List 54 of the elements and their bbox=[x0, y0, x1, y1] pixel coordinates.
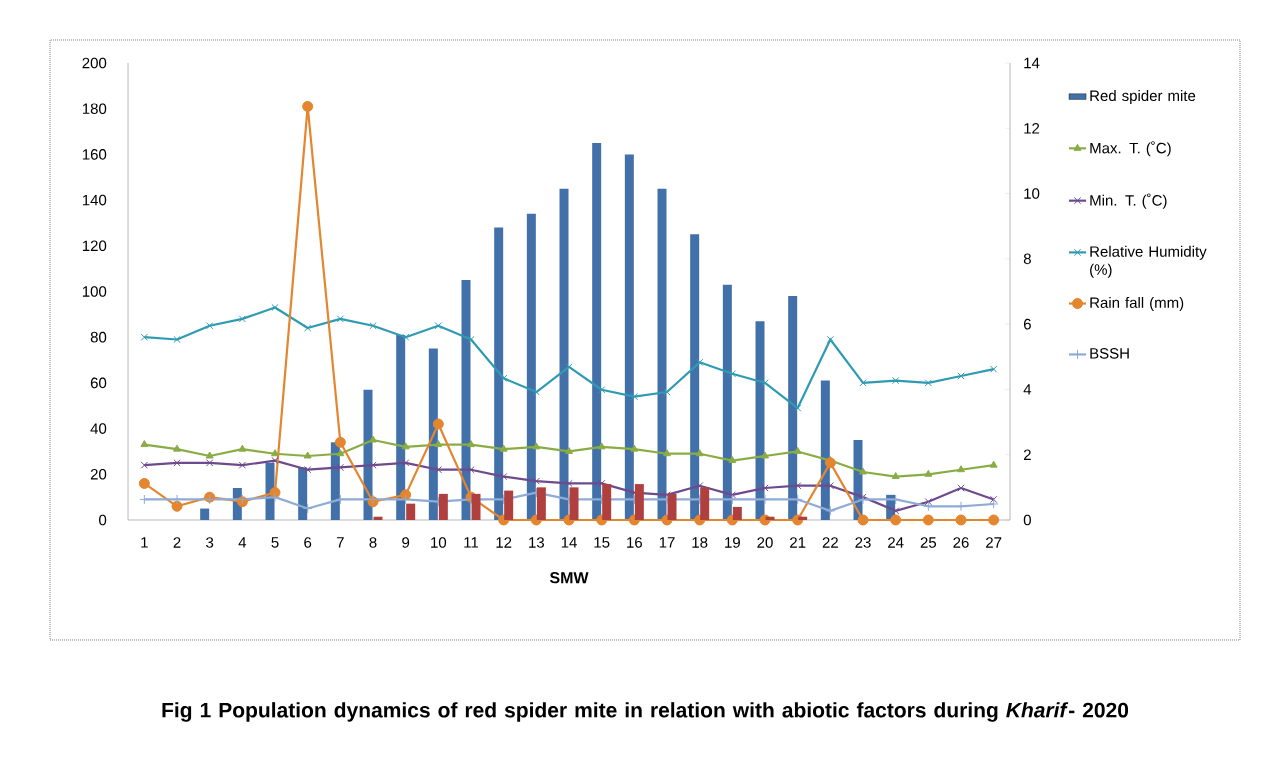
x-tick-label: 7 bbox=[336, 537, 344, 548]
y-tick-label: 180 bbox=[82, 103, 107, 114]
x-tick-label: 14 bbox=[561, 537, 577, 548]
y2-tick-label: 4 bbox=[1023, 384, 1032, 395]
y-tick-label: 20 bbox=[90, 468, 107, 480]
x-tick-label: 8 bbox=[369, 537, 377, 548]
x-tick-label: 1 bbox=[141, 537, 148, 548]
y-tick-label: 160 bbox=[82, 149, 107, 160]
y2-tick-label: 0 bbox=[1023, 514, 1031, 526]
y-tick-label: 200 bbox=[82, 57, 107, 69]
legend-label: Min. T. (˚C) bbox=[1090, 193, 1167, 209]
x-tick-label: 12 bbox=[496, 537, 512, 548]
x-tick-label: 9 bbox=[402, 537, 410, 548]
x-tick-label: 10 bbox=[431, 537, 447, 548]
legend-label: Rain fall (mm) bbox=[1090, 296, 1184, 311]
x-tick-label: 25 bbox=[920, 537, 937, 548]
y2-tick-label: 2 bbox=[1023, 449, 1031, 460]
x-tick-label: 16 bbox=[627, 537, 643, 548]
legend-label: BSSH bbox=[1090, 348, 1129, 359]
x-tick-label: 24 bbox=[888, 537, 904, 548]
x-tick-label: 6 bbox=[304, 537, 312, 548]
x-tick-label: 23 bbox=[855, 537, 871, 548]
x-tick-label: 20 bbox=[757, 537, 773, 548]
y2-tick-label: 14 bbox=[1024, 57, 1040, 69]
y-tick-label: 80 bbox=[90, 331, 107, 343]
x-tick-label: 19 bbox=[725, 537, 740, 548]
x-axis-title: SMW bbox=[549, 572, 589, 584]
x-tick-label: 3 bbox=[206, 537, 214, 548]
y2-tick-label: 8 bbox=[1023, 253, 1031, 265]
x-tick-label: 11 bbox=[464, 537, 479, 548]
legend-label: Red spider mite bbox=[1090, 90, 1196, 105]
x-tick-label: 13 bbox=[529, 537, 545, 548]
y2-tick-label: 12 bbox=[1024, 123, 1040, 134]
x-tick-label: 26 bbox=[953, 537, 969, 548]
text: Fig 1 Population dynamics of red spider mite in relation with abiotic factors during Kharif- 2020 bbox=[162, 702, 1129, 722]
x-tick-label: 17 bbox=[659, 537, 675, 548]
y-tick-label: 0 bbox=[99, 514, 107, 526]
y-tick-label: 40 bbox=[90, 423, 107, 434]
x-tick-label: 22 bbox=[822, 537, 838, 548]
x-tick-label: 5 bbox=[271, 537, 279, 548]
y-tick-label: 60 bbox=[90, 377, 107, 389]
x-tick-label: 21 bbox=[790, 537, 806, 548]
y-tick-label: 140 bbox=[82, 194, 107, 206]
legend-label: Relative Humidity (%) bbox=[1090, 245, 1207, 278]
y-tick-label: 120 bbox=[82, 240, 107, 252]
x-tick-label: 15 bbox=[594, 537, 610, 548]
x-tick-label: 18 bbox=[692, 537, 708, 548]
legend-label: Max. T. (˚C) bbox=[1090, 141, 1171, 157]
x-tick-label: 4 bbox=[238, 537, 247, 548]
x-tick-label: 27 bbox=[986, 537, 1002, 548]
y2-tick-label: 10 bbox=[1024, 188, 1040, 199]
y-tick-label: 100 bbox=[82, 286, 107, 297]
x-tick-label: 2 bbox=[173, 537, 181, 548]
y2-tick-label: 6 bbox=[1023, 318, 1031, 330]
